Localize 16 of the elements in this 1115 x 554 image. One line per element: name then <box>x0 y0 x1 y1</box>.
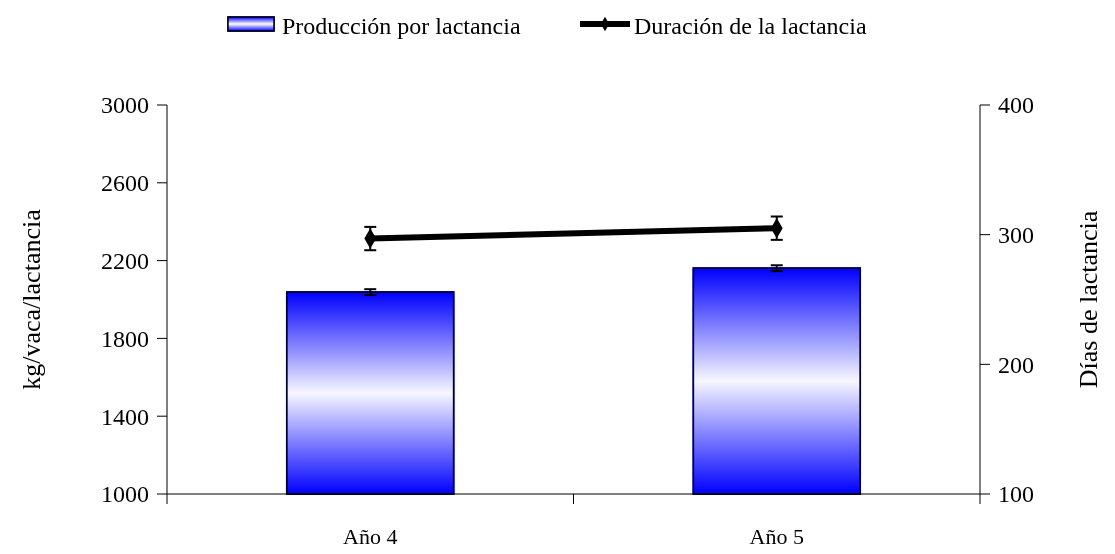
y2-tick-label: 400 <box>998 92 1034 119</box>
legend-label: Duración de la lactancia <box>634 13 867 40</box>
y2-tick-label: 300 <box>998 222 1034 249</box>
y2-tick-label: 200 <box>998 351 1034 378</box>
x-tick-label: Año 5 <box>749 524 804 549</box>
x-tick-label: Año 4 <box>343 524 398 549</box>
y2-axis-title: Días de lactancia <box>1074 210 1103 389</box>
y2-tick-label: 100 <box>998 481 1034 508</box>
legend-label: Producción por lactancia <box>282 13 521 40</box>
y-tick-label: 3000 <box>101 92 149 119</box>
y-axis-title: kg/vaca/lactancia <box>17 208 46 390</box>
y-tick-label: 2600 <box>101 170 149 197</box>
y-tick-label: 1000 <box>101 481 149 508</box>
y-tick-label: 1800 <box>101 325 149 352</box>
y-tick-label: 2200 <box>101 248 149 274</box>
y-tick-label: 1400 <box>101 403 149 430</box>
